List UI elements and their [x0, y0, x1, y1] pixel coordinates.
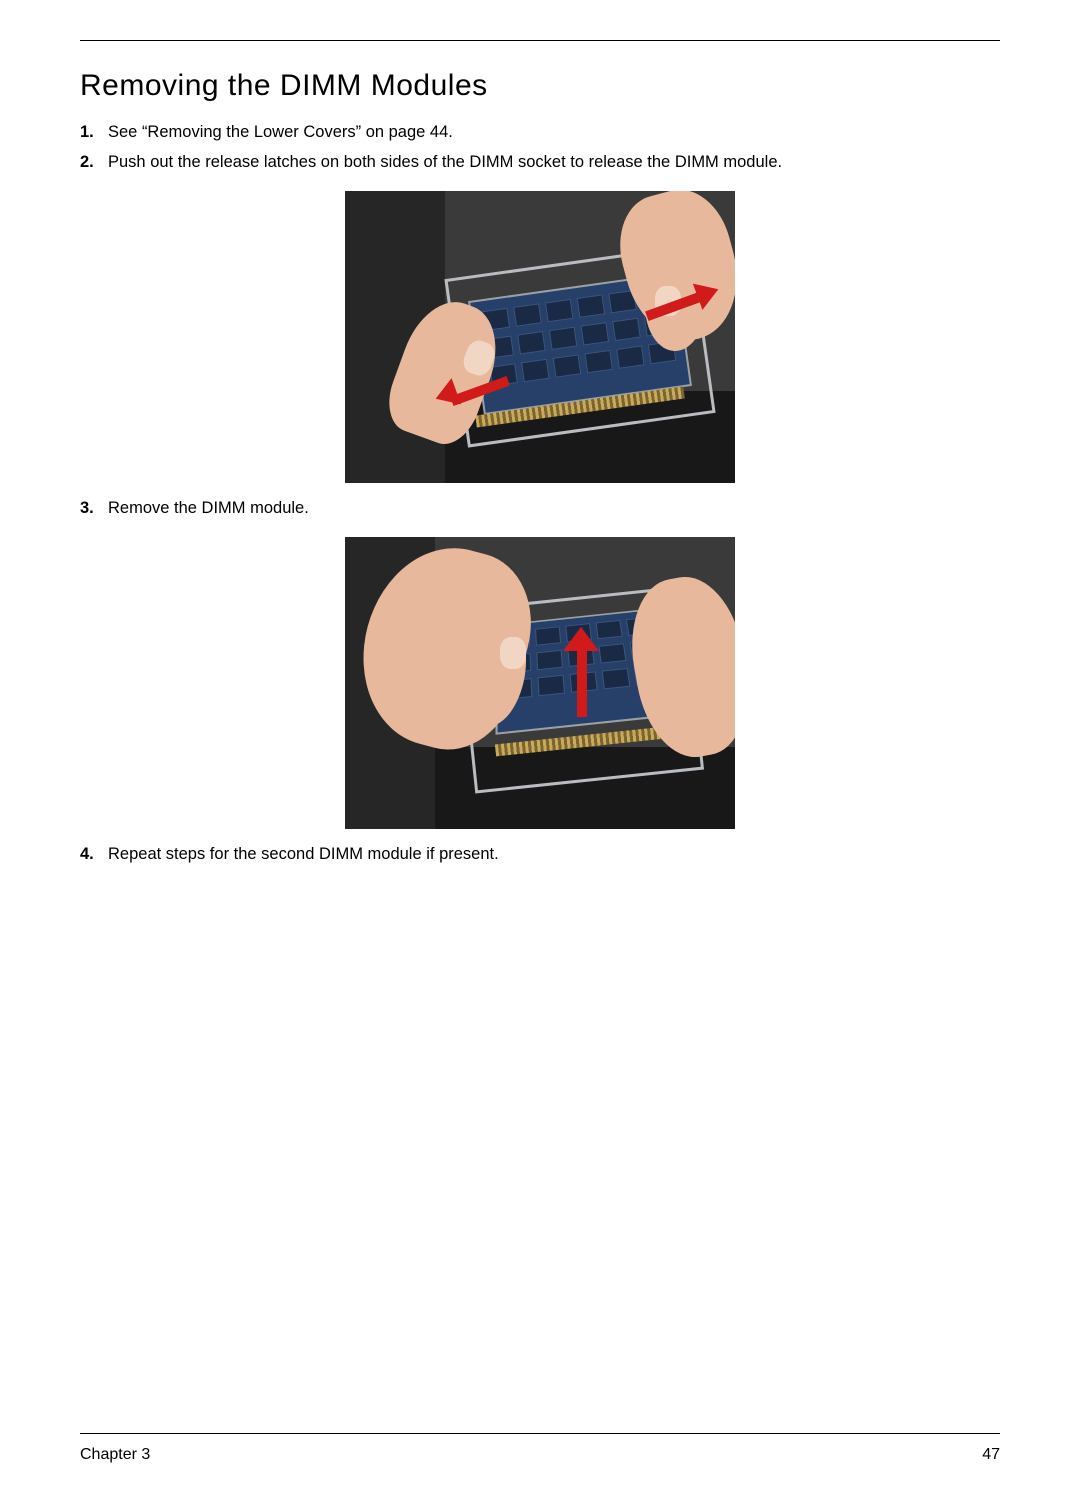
step-4-number: 4.: [80, 843, 108, 867]
step-1-text: See “Removing the Lower Covers” on page …: [108, 121, 1000, 145]
step-1: 1. See “Removing the Lower Covers” on pa…: [80, 121, 1000, 145]
step-3-text: Remove the DIMM module.: [108, 497, 1000, 521]
footer: Chapter 3 47: [80, 1446, 1000, 1464]
footer-page-number: 47: [982, 1446, 1000, 1464]
page-heading: Removing the DIMM Modules: [80, 69, 1000, 103]
steps-list-3: 4. Repeat steps for the second DIMM modu…: [80, 843, 1000, 867]
step-3: 3. Remove the DIMM module.: [80, 497, 1000, 521]
figure-1: [80, 191, 1000, 483]
step-2-number: 2.: [80, 151, 108, 175]
page: Removing the DIMM Modules 1. See “Removi…: [0, 0, 1080, 1512]
step-2-text: Push out the release latches on both sid…: [108, 151, 1000, 175]
bottom-rule: [80, 1433, 1000, 1434]
top-rule: [80, 40, 1000, 41]
footer-chapter: Chapter 3: [80, 1446, 150, 1464]
arrow-up-icon: [577, 647, 587, 717]
figure-1-photo: [345, 191, 735, 483]
steps-list-2: 3. Remove the DIMM module.: [80, 497, 1000, 521]
figure-2: [80, 537, 1000, 829]
step-2: 2. Push out the release latches on both …: [80, 151, 1000, 175]
step-3-number: 3.: [80, 497, 108, 521]
step-4: 4. Repeat steps for the second DIMM modu…: [80, 843, 1000, 867]
step-1-number: 1.: [80, 121, 108, 145]
figure-2-photo: [345, 537, 735, 829]
steps-list: 1. See “Removing the Lower Covers” on pa…: [80, 121, 1000, 175]
step-4-text: Repeat steps for the second DIMM module …: [108, 843, 1000, 867]
